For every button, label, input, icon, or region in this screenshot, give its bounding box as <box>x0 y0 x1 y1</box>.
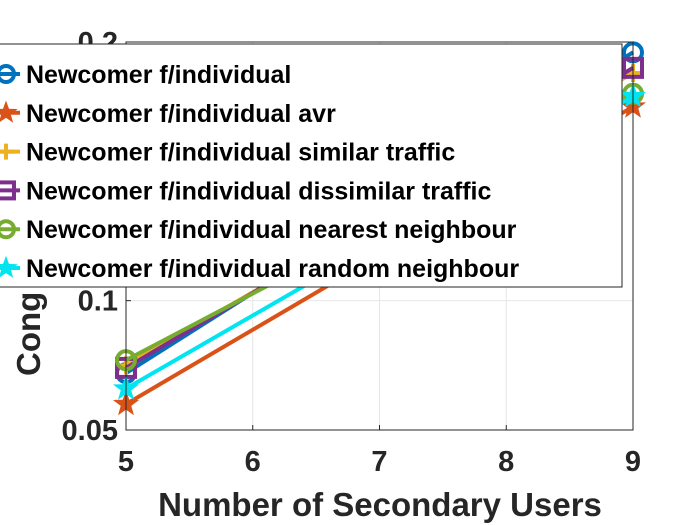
legend-label-4: Newcomer f/individual nearest neighbour <box>26 216 517 244</box>
legend-marker-1 <box>0 100 18 123</box>
legend-label-3: Newcomer f/individual dissimilar traffic <box>26 177 492 205</box>
y-tick-label-1: 0.1 <box>78 286 118 318</box>
x-axis-label: Number of Secondary Users <box>158 486 602 523</box>
y-axis-label: Cong <box>10 292 47 376</box>
legend-marker-0 <box>0 64 16 84</box>
x-tick-label-3: 8 <box>498 446 514 478</box>
legend: Newcomer f/individual Newcomer f/individu… <box>0 43 623 288</box>
legend-marker-2 <box>0 143 14 160</box>
x-tick-label-4: 9 <box>625 446 641 478</box>
y-tick-label-0: 0.05 <box>62 415 118 447</box>
legend-label-5: Newcomer f/individual random neighbour <box>26 255 519 283</box>
x-tick-label-2: 7 <box>371 446 387 478</box>
legend-label-2: Newcomer f/individual similar traffic <box>26 139 455 167</box>
x-tick-label-0: 5 <box>118 446 134 478</box>
legend-label-0: Newcomer f/individual <box>26 61 291 89</box>
x-tick-label-1: 6 <box>245 446 261 478</box>
legend-label-1: Newcomer f/individual avr <box>26 100 336 128</box>
legend-marker-5 <box>0 255 18 278</box>
legend-marker-4 <box>0 219 16 240</box>
legend-box <box>0 43 623 288</box>
legend-marker-3 <box>0 180 16 201</box>
